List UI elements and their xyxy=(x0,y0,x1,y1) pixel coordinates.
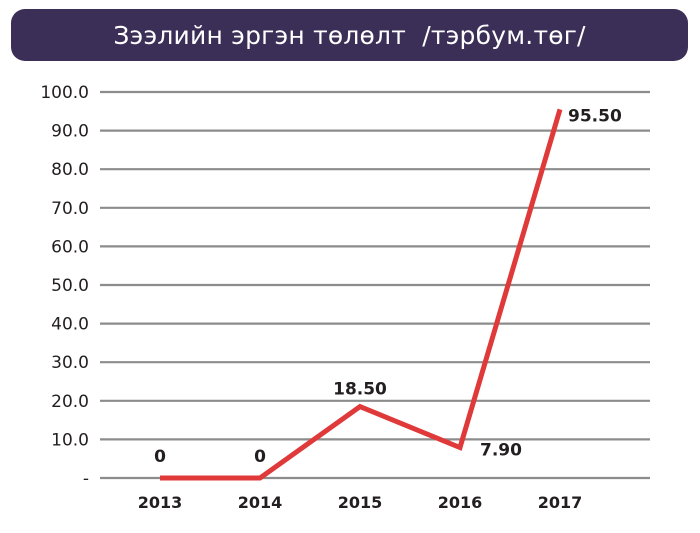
chart-title: Зээлийн эргэн төлөлт /тэрбум.төг/ xyxy=(113,20,586,50)
data-label: 0 xyxy=(154,447,166,467)
y-tick-label: 40.0 xyxy=(51,315,89,335)
x-tick-label: 2017 xyxy=(538,493,583,512)
x-axis-ticks: 2013 2014 2015 2016 2017 xyxy=(138,493,583,512)
series-line-layer xyxy=(160,108,563,481)
y-tick-label: - xyxy=(83,469,89,489)
y-tick-label: 70.0 xyxy=(51,199,89,219)
y-tick-label: 90.0 xyxy=(51,122,89,142)
data-label: 95.50 xyxy=(568,106,622,126)
data-label: 18.50 xyxy=(333,380,387,400)
y-tick-label: 80.0 xyxy=(51,160,89,180)
chart-title-bar: Зээлийн эргэн төлөлт /тэрбум.төг/ xyxy=(11,9,688,61)
gridlines xyxy=(100,90,650,480)
x-tick-label: 2014 xyxy=(238,493,283,512)
y-tick-label: 10.0 xyxy=(51,430,89,450)
x-tick-label: 2016 xyxy=(438,493,483,512)
x-tick-label: 2015 xyxy=(338,493,383,512)
y-tick-label: 50.0 xyxy=(51,276,89,296)
series-line xyxy=(160,108,563,481)
data-labels: 0 0 18.50 7.90 95.50 xyxy=(154,106,622,467)
data-label: 7.90 xyxy=(480,441,522,461)
y-tick-label: 30.0 xyxy=(51,353,89,373)
x-tick-label: 2013 xyxy=(138,493,183,512)
y-axis-ticks: - 10.0 20.0 30.0 40.0 50.0 60.0 70.0 80.0 90.0 100… xyxy=(40,83,89,489)
y-tick-label: 100.0 xyxy=(40,83,89,103)
data-label: 0 xyxy=(254,447,266,467)
y-tick-label: 20.0 xyxy=(51,392,89,412)
y-tick-label: 60.0 xyxy=(51,237,89,257)
